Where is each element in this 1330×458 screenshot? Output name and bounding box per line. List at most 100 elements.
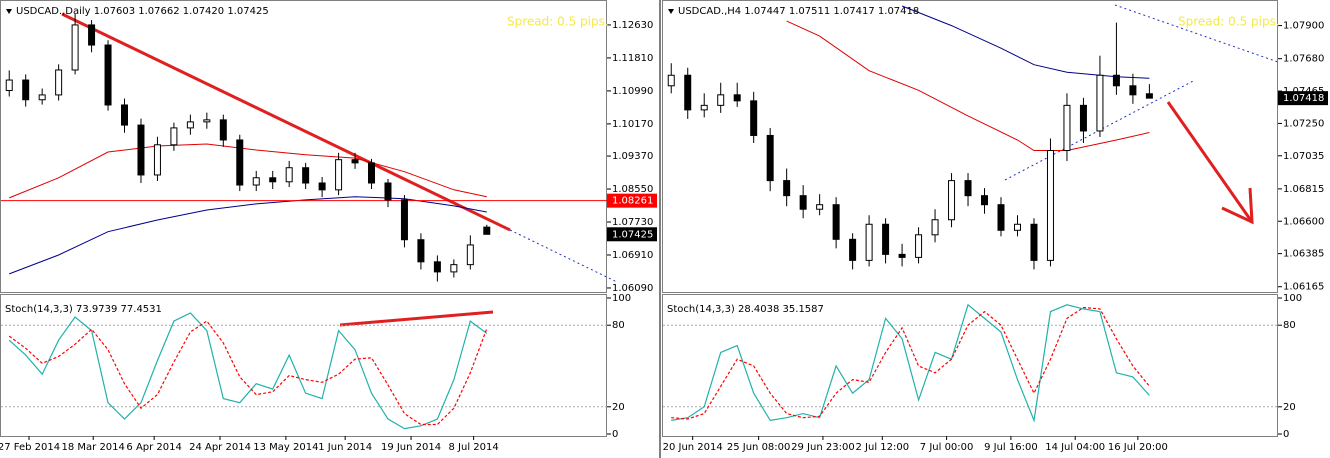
y-tick-label: 80 [612, 320, 625, 331]
candle-body [104, 44, 112, 106]
frame [0, 294, 607, 437]
x-tick-label: 7 Jul 00:00 [920, 442, 974, 453]
moving-average [9, 143, 487, 199]
candle-body [766, 134, 774, 182]
y-tick-label: 100 [612, 293, 631, 304]
candle-body [351, 159, 359, 164]
y-tick-label: 1.09370 [612, 151, 653, 162]
chart-title: USDCAD.,H4 1.07447 1.07511 1.07417 1.074… [678, 6, 919, 17]
candle-body [55, 69, 63, 96]
y-tick-label: 1.06910 [612, 250, 653, 261]
stoch-line [8, 320, 488, 426]
candle-body [1129, 85, 1137, 96]
candle-body [997, 204, 1005, 231]
stoch-line [671, 303, 1150, 423]
candle-body [71, 24, 79, 71]
candle-body [684, 74, 692, 111]
candle-body [832, 204, 840, 240]
candle-body [1096, 74, 1104, 132]
chart-title: Stoch(14,3,3) 28.4038 35.1587 [667, 304, 824, 315]
candle-body [170, 127, 178, 146]
trend-line [61, 12, 511, 232]
candle-body [384, 182, 392, 201]
frame [662, 0, 1278, 293]
drawings [61, 4, 1279, 327]
candle-body [121, 104, 129, 126]
price-label: 1.07425 [612, 229, 653, 240]
frame [0, 0, 607, 293]
candle-body [137, 124, 145, 176]
y-tick-label: 1.07035 [1283, 151, 1324, 162]
candle-body [318, 182, 326, 191]
candle-body [882, 223, 890, 255]
candle-body [285, 167, 293, 183]
candle-body [368, 162, 376, 184]
stoch-line [671, 306, 1150, 420]
resistance-line [1114, 4, 1279, 63]
x-tick-label: 27 Feb 2014 [0, 442, 60, 453]
price-label: 1.08261 [612, 196, 653, 207]
price-label-box [1278, 91, 1328, 106]
candle-body [1013, 223, 1021, 231]
candle-body [153, 144, 161, 176]
candle-body [799, 195, 807, 210]
x-tick-label: 18 Mar 2014 [62, 442, 125, 453]
x-tick-label: 13 May 2014 [253, 442, 318, 453]
frames [0, 0, 1278, 458]
title-marker [6, 9, 12, 14]
candle-body [667, 74, 675, 87]
y-tick-label: 1.11810 [612, 53, 653, 64]
title-marker [668, 9, 674, 14]
moving-average [786, 20, 1150, 151]
candle-body [964, 180, 972, 197]
y-tick-label: 80 [1283, 320, 1296, 331]
candle-body [302, 167, 310, 184]
x-tick-label: 29 Jun 23:00 [791, 442, 855, 453]
candle-body [417, 239, 425, 263]
y-tick-label: 20 [1283, 402, 1296, 413]
candle-body [5, 79, 13, 91]
candle-body [948, 180, 956, 221]
candle-body [865, 223, 873, 261]
candle-body [816, 204, 824, 210]
candle-body [88, 24, 96, 46]
spread: Spread: 0.5 pips. [507, 15, 609, 29]
candle-body [783, 180, 791, 197]
candle-body [898, 253, 906, 258]
y-tick-label: 1.08550 [612, 184, 653, 195]
stoch-line [8, 312, 488, 430]
candle-body [1046, 150, 1054, 261]
candle-body [1079, 104, 1087, 132]
chart-title: USDCAD.,Daily 1.07603 1.07662 1.07420 1.… [16, 6, 269, 17]
candle-body [733, 94, 741, 102]
y-tick-label: 1.06385 [1283, 249, 1324, 260]
y-tick-label: 1.06165 [1283, 282, 1324, 293]
candle-body [1145, 93, 1153, 99]
divergence-line [339, 310, 494, 327]
chart-title: Stoch(14,3,3) 73.9739 77.4531 [5, 304, 162, 315]
candle-body [717, 94, 725, 106]
candle-body [269, 177, 277, 183]
candle-body [849, 238, 857, 261]
candle-body [186, 121, 194, 129]
x-tick-label: 20 Jun 2014 [663, 442, 723, 453]
arrow-shaft [1166, 101, 1254, 223]
y-tick-label: 1.07680 [1283, 54, 1324, 65]
x-tick-label: 24 Apr 2014 [189, 442, 251, 453]
frame [662, 294, 1278, 437]
candle-body [433, 261, 441, 273]
candle-body [22, 79, 30, 101]
price-label: 1.07418 [1283, 93, 1324, 104]
x-tick-label: 14 Jul 04:00 [1045, 442, 1105, 453]
y-tick-label: 1.07730 [612, 217, 653, 228]
x-tick-label: 9 Jul 16:00 [984, 442, 1038, 453]
x-tick-label: 25 Jun 08:00 [727, 442, 791, 453]
arrow-head [1221, 187, 1254, 225]
x-tick-label: 8 Jul 2014 [448, 442, 498, 453]
candle-body [981, 195, 989, 206]
y-tick-label: 1.10990 [612, 86, 653, 97]
price-label-box [607, 227, 657, 242]
price-label-box [607, 193, 657, 208]
